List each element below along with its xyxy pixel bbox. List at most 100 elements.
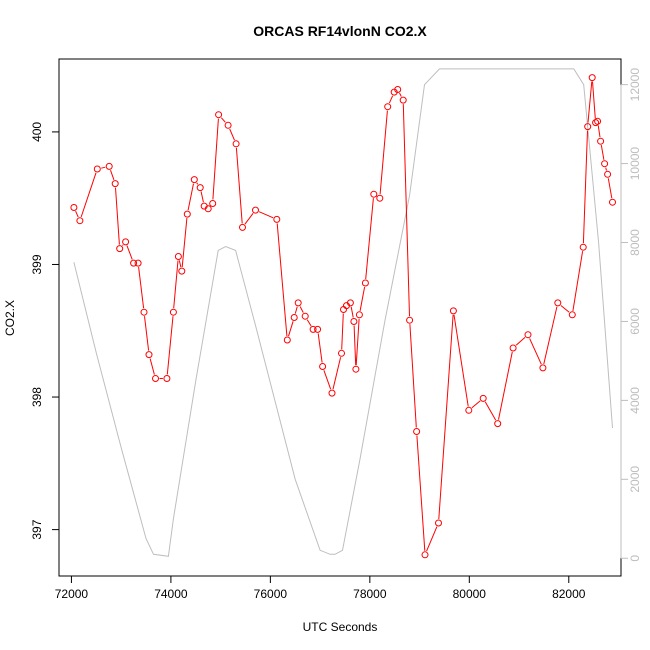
x-tick-label: 74000 <box>154 587 188 601</box>
primary-series-segment <box>115 187 120 245</box>
data-point <box>152 375 159 382</box>
data-point <box>579 243 587 251</box>
primary-series-segment <box>453 314 469 407</box>
data-point <box>215 111 223 119</box>
primary-series-segment <box>484 401 497 421</box>
primary-series-segment <box>258 211 274 219</box>
x-tick-label: 80000 <box>453 587 487 601</box>
primary-series-segment <box>235 147 243 224</box>
data-point <box>309 325 317 333</box>
data-point <box>105 162 113 170</box>
y2-tick-label: 2000 <box>628 466 642 493</box>
data-point <box>111 180 119 188</box>
y-tick-label: 397 <box>30 519 44 539</box>
data-point <box>524 331 532 339</box>
primary-series-segment <box>399 92 402 97</box>
primary-series-segment <box>75 210 79 218</box>
primary-series-segment <box>543 306 558 365</box>
data-point <box>601 160 609 168</box>
data-point <box>328 389 336 397</box>
data-point <box>140 308 148 316</box>
data-point <box>539 364 547 372</box>
y2-tick-label: 10000 <box>628 147 642 181</box>
primary-series-segment <box>438 314 454 520</box>
data-point <box>163 375 171 382</box>
x-tick-label: 82000 <box>552 587 586 601</box>
x-axis: 72000 74000 76000 78000 80000 82000 <box>55 575 586 601</box>
data-point <box>554 299 562 307</box>
primary-series-segment <box>299 306 304 313</box>
y-tick-label: 399 <box>30 254 44 274</box>
data-point <box>122 238 130 246</box>
primary-series-segment <box>572 251 584 311</box>
data-point <box>350 318 358 325</box>
y-tick-label: 398 <box>30 387 44 407</box>
primary-series-segment <box>294 306 298 314</box>
data-point <box>609 198 616 206</box>
primary-series-segment <box>600 145 605 160</box>
x-tick-label: 72000 <box>55 587 89 601</box>
primary-series-segment <box>212 118 219 200</box>
data-point <box>394 86 402 93</box>
data-point <box>399 96 407 104</box>
data-point <box>338 349 345 357</box>
primary-series-segment <box>166 316 174 375</box>
y2-tick-label: 12000 <box>628 68 642 102</box>
primary-series-segment <box>379 110 388 195</box>
primary-series-segment <box>178 260 182 268</box>
data-point <box>584 123 592 131</box>
primary-series-segment <box>323 370 332 390</box>
primary-series-segment <box>402 104 410 317</box>
data-point <box>449 307 457 315</box>
primary-series-segment <box>276 223 288 337</box>
data-point <box>178 267 186 275</box>
data-point <box>196 184 204 192</box>
primary-series-segment <box>196 182 199 185</box>
primary-series-segment <box>582 130 588 244</box>
data-point <box>273 215 281 223</box>
data-point <box>592 119 600 127</box>
primary-series-segment <box>122 244 124 246</box>
data-point <box>604 170 612 178</box>
primary-series-segment <box>409 324 417 428</box>
y2-tick-label: 8000 <box>628 229 642 256</box>
data-point <box>145 351 153 359</box>
data-point <box>314 325 322 333</box>
y2-tick-label: 4000 <box>628 387 642 414</box>
primary-series-segment <box>138 267 145 309</box>
data-point <box>93 165 101 173</box>
data-point <box>384 103 392 111</box>
data-point <box>116 245 124 253</box>
primary-series-segment <box>353 325 357 366</box>
primary-series-segment <box>605 167 607 171</box>
primary-series-segment <box>187 183 194 211</box>
primary-series-segment <box>592 81 596 119</box>
data-point <box>134 259 142 267</box>
data-point <box>290 314 298 321</box>
data-point <box>568 311 576 319</box>
primary-series-segment <box>244 212 254 225</box>
primary-series-segment <box>426 526 438 552</box>
primary-series-segment <box>529 338 542 365</box>
primary-series-segment <box>350 306 354 318</box>
primary-series-segment <box>587 81 593 123</box>
primary-series-segment <box>110 170 115 180</box>
data-point <box>209 200 217 207</box>
primary-series-segment <box>101 166 106 169</box>
primary-series-segment <box>365 198 374 280</box>
primary-series-segment <box>181 218 188 268</box>
data-point <box>252 206 259 214</box>
data-point <box>190 176 198 184</box>
secondary-series-line <box>73 68 613 557</box>
primary-series-segment <box>306 319 312 327</box>
secondary-series <box>73 68 613 557</box>
data-point <box>70 204 78 211</box>
primary-series-segment <box>515 337 526 346</box>
x-tick-label: 76000 <box>254 587 288 601</box>
primary-series-segment <box>560 305 570 313</box>
data-point <box>413 428 421 435</box>
data-point <box>76 217 84 225</box>
y2-tick-label: 0 <box>628 555 642 562</box>
y-axis-right: 0 2000 4000 6000 8000 10000 12000 <box>620 68 642 562</box>
data-point <box>204 205 212 213</box>
